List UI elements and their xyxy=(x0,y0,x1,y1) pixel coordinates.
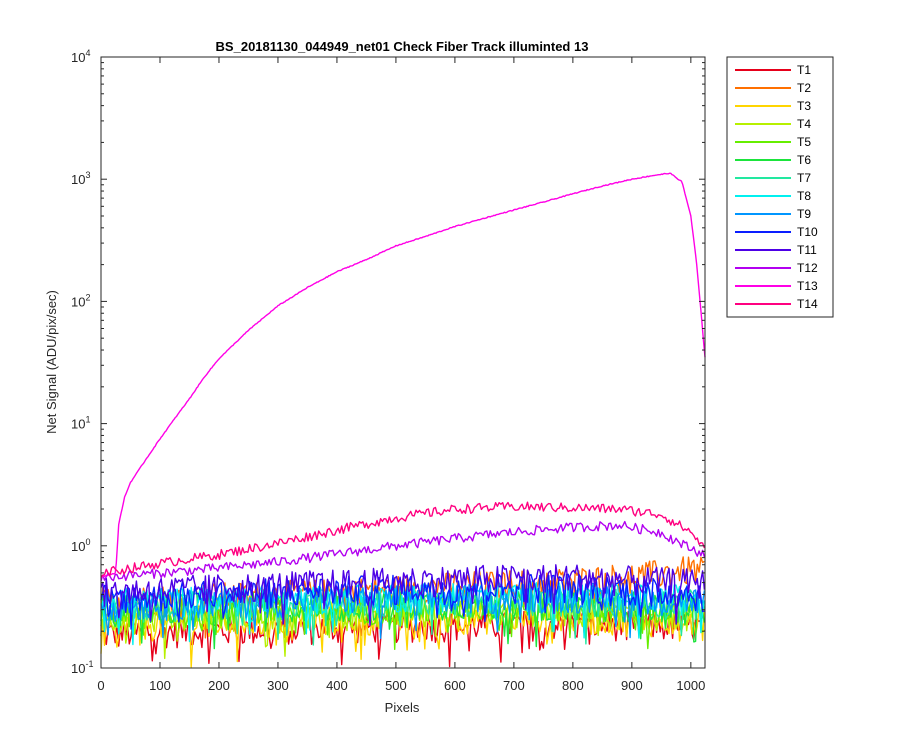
legend-label-t12: T12 xyxy=(797,261,818,275)
y-tick-exponent: 0 xyxy=(85,537,90,547)
chart-title: BS_20181130_044949_net01 Check Fiber Tra… xyxy=(216,39,589,54)
y-tick-exponent: -1 xyxy=(85,659,93,669)
legend-label-t6: T6 xyxy=(797,153,811,167)
x-tick-label: 0 xyxy=(97,678,104,693)
legend-label-t4: T4 xyxy=(797,117,811,131)
x-tick-label: 400 xyxy=(326,678,348,693)
y-tick-base: 10 xyxy=(71,417,85,432)
legend-box xyxy=(726,56,834,318)
series-group xyxy=(100,172,706,668)
legend-label-t1: T1 xyxy=(797,63,811,77)
legend-label-t8: T8 xyxy=(797,189,811,203)
plot-area xyxy=(101,57,705,668)
y-tick-label: 104 xyxy=(71,48,90,65)
series-line-t11 xyxy=(100,564,706,626)
y-tick-base: 10 xyxy=(71,661,85,676)
y-tick-label: 103 xyxy=(71,170,90,187)
x-tick-label: 500 xyxy=(385,678,407,693)
legend-label-t14: T14 xyxy=(797,297,818,311)
axis-ticks: 0 100 200 300 400 500 600 700 800 900 100010-11001… xyxy=(71,48,706,693)
x-tick-label: 800 xyxy=(562,678,584,693)
y-tick-base: 10 xyxy=(71,50,85,65)
y-axis-label: Net Signal (ADU/pix/sec) xyxy=(44,290,59,434)
x-axis-label: Pixels xyxy=(385,700,420,715)
y-tick-base: 10 xyxy=(71,294,85,309)
legend-label-t5: T5 xyxy=(797,135,811,149)
legend-label-t2: T2 xyxy=(797,81,811,95)
y-tick-exponent: 2 xyxy=(85,292,90,302)
x-tick-label: 300 xyxy=(267,678,289,693)
y-tick-label: 102 xyxy=(71,292,90,309)
axes-frame xyxy=(101,57,705,668)
legend-label-t11: T11 xyxy=(797,243,817,257)
legend: T1 T2 T3 T4 T5 T6 T7 T8 T9 T10 T11 T12 T13 T14 xyxy=(726,56,834,318)
x-tick-label: 200 xyxy=(208,678,230,693)
y-tick-base: 10 xyxy=(71,172,85,187)
x-tick-label: 700 xyxy=(503,678,525,693)
x-tick-label: 900 xyxy=(621,678,643,693)
series-line-t7 xyxy=(100,586,706,646)
legend-label-t7: T7 xyxy=(797,171,811,185)
legend-label-t3: T3 xyxy=(797,99,811,113)
legend-label-t10: T10 xyxy=(797,225,818,239)
series-line-t13 xyxy=(100,172,706,579)
y-tick-exponent: 1 xyxy=(85,415,90,425)
y-tick-label: 101 xyxy=(71,415,90,432)
series-line-t5 xyxy=(100,592,705,650)
series-line-t14 xyxy=(100,501,706,578)
x-tick-label: 100 xyxy=(149,678,171,693)
y-tick-exponent: 4 xyxy=(85,48,90,58)
y-tick-label: 100 xyxy=(71,537,90,554)
legend-label-t13: T13 xyxy=(797,279,818,293)
y-tick-base: 10 xyxy=(71,539,85,554)
legend-label-t9: T9 xyxy=(797,207,811,221)
y-tick-label: 10-1 xyxy=(71,659,93,676)
y-tick-exponent: 3 xyxy=(85,170,90,180)
axes-box xyxy=(100,56,706,669)
x-tick-label: 600 xyxy=(444,678,466,693)
series-line-t12 xyxy=(100,520,706,582)
x-tick-label: 1000 xyxy=(676,678,705,693)
